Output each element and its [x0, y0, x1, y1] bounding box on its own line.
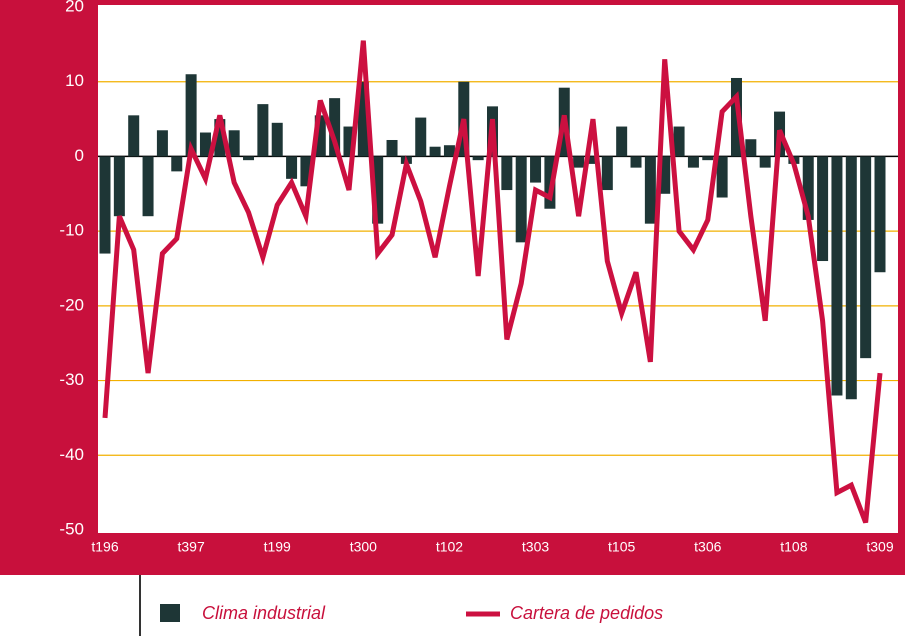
- bar: [329, 98, 341, 157]
- bar: [745, 139, 757, 157]
- bar: [702, 156, 714, 161]
- bar: [659, 156, 671, 194]
- bar: [314, 115, 326, 157]
- x-tick-label: t397: [177, 539, 204, 555]
- bar: [644, 156, 656, 224]
- y-tick-label: 20: [65, 0, 84, 15]
- bar: [817, 156, 829, 262]
- bar: [630, 156, 642, 168]
- bar: [673, 126, 685, 157]
- plot: -50 -40 -30 -20 -10 0 10 20 t196 t397 t199 t300 t102…: [59, 0, 898, 555]
- bar: [845, 156, 857, 400]
- bar: [372, 156, 384, 224]
- bar: [185, 74, 197, 157]
- bar: [530, 156, 542, 183]
- bar: [716, 156, 728, 198]
- x-tick-label: t199: [264, 539, 291, 555]
- bar: [142, 156, 154, 217]
- bar: [515, 156, 527, 243]
- y-tick-label: -40: [59, 445, 84, 464]
- bar: [271, 122, 283, 157]
- bar: [357, 81, 369, 157]
- line: [102, 40, 883, 524]
- bar: [601, 156, 613, 191]
- y-tick-label: -10: [59, 221, 84, 240]
- bar: [386, 139, 398, 157]
- bar: [257, 104, 269, 157]
- bar: [214, 119, 226, 157]
- bar: [573, 156, 585, 168]
- y-tick-label: 0: [75, 146, 84, 165]
- legend-swatch: [160, 604, 180, 622]
- bar: [687, 156, 699, 168]
- bar: [415, 117, 427, 157]
- bar: [286, 156, 298, 179]
- bar: [199, 132, 211, 157]
- bar: [243, 156, 255, 161]
- bar: [128, 115, 140, 157]
- bar: [616, 126, 628, 157]
- x-tick-label: t196: [91, 539, 118, 555]
- bar: [343, 126, 355, 157]
- bar: [472, 156, 484, 161]
- bar: [802, 156, 814, 220]
- x-tick-label: t306: [694, 539, 721, 555]
- y-tick-label: -20: [59, 295, 84, 314]
- bar: [228, 130, 240, 157]
- x-tick-label: t102: [436, 539, 463, 555]
- y-tick-label: 10: [65, 71, 84, 90]
- bar: [99, 156, 111, 254]
- bar: [501, 156, 513, 191]
- x-tick-label: t105: [608, 539, 635, 555]
- y-tick-label: -30: [59, 370, 84, 389]
- bar: [544, 156, 556, 209]
- y-tick-label: -50: [59, 519, 84, 538]
- bar: [759, 156, 771, 168]
- bar: [300, 156, 312, 187]
- legend-label: Cartera de pedidos: [510, 603, 663, 623]
- bar: [831, 156, 843, 396]
- x-tick-label: t300: [350, 539, 377, 555]
- bar: [171, 156, 183, 172]
- bar: [156, 130, 168, 157]
- x-tick-label: t309: [866, 539, 893, 555]
- legend-label: Clima industrial: [202, 603, 326, 623]
- bar: [587, 156, 599, 164]
- bar: [113, 156, 125, 217]
- bar: [860, 156, 872, 359]
- bar: [443, 145, 455, 157]
- bar: [429, 146, 441, 157]
- x-tick-label: t108: [780, 539, 807, 555]
- bar: [874, 156, 886, 273]
- plot-area: [98, 5, 898, 533]
- x-tick-label: t303: [522, 539, 549, 555]
